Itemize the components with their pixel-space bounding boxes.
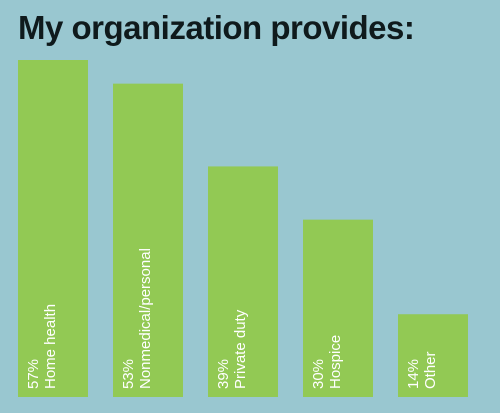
value-label: 39% <box>215 359 232 389</box>
bar-private-duty <box>208 166 278 397</box>
bar-other <box>398 314 468 397</box>
bar-label: 30%Hospice <box>310 335 344 389</box>
category-label: Nonmedical/personal <box>137 248 154 389</box>
bar-home-health <box>18 60 88 397</box>
value-label: 53% <box>120 359 137 389</box>
category-label: Private duty <box>232 309 249 389</box>
bar-hospice <box>303 219 373 397</box>
value-label: 30% <box>310 359 327 389</box>
chart-title: My organization provides: <box>18 9 415 46</box>
category-label: Home health <box>42 304 59 389</box>
bar-label: 39%Private duty <box>215 309 249 389</box>
bar-label: 14%Other <box>405 351 439 389</box>
value-label: 57% <box>25 359 42 389</box>
bar-label: 57%Home health <box>25 304 59 389</box>
category-label: Hospice <box>327 335 344 389</box>
bar-nonmedical-personal <box>113 83 183 398</box>
category-label: Other <box>422 351 439 389</box>
bar-label: 53%Nonmedical/personal <box>120 248 154 389</box>
value-label: 14% <box>405 359 422 389</box>
